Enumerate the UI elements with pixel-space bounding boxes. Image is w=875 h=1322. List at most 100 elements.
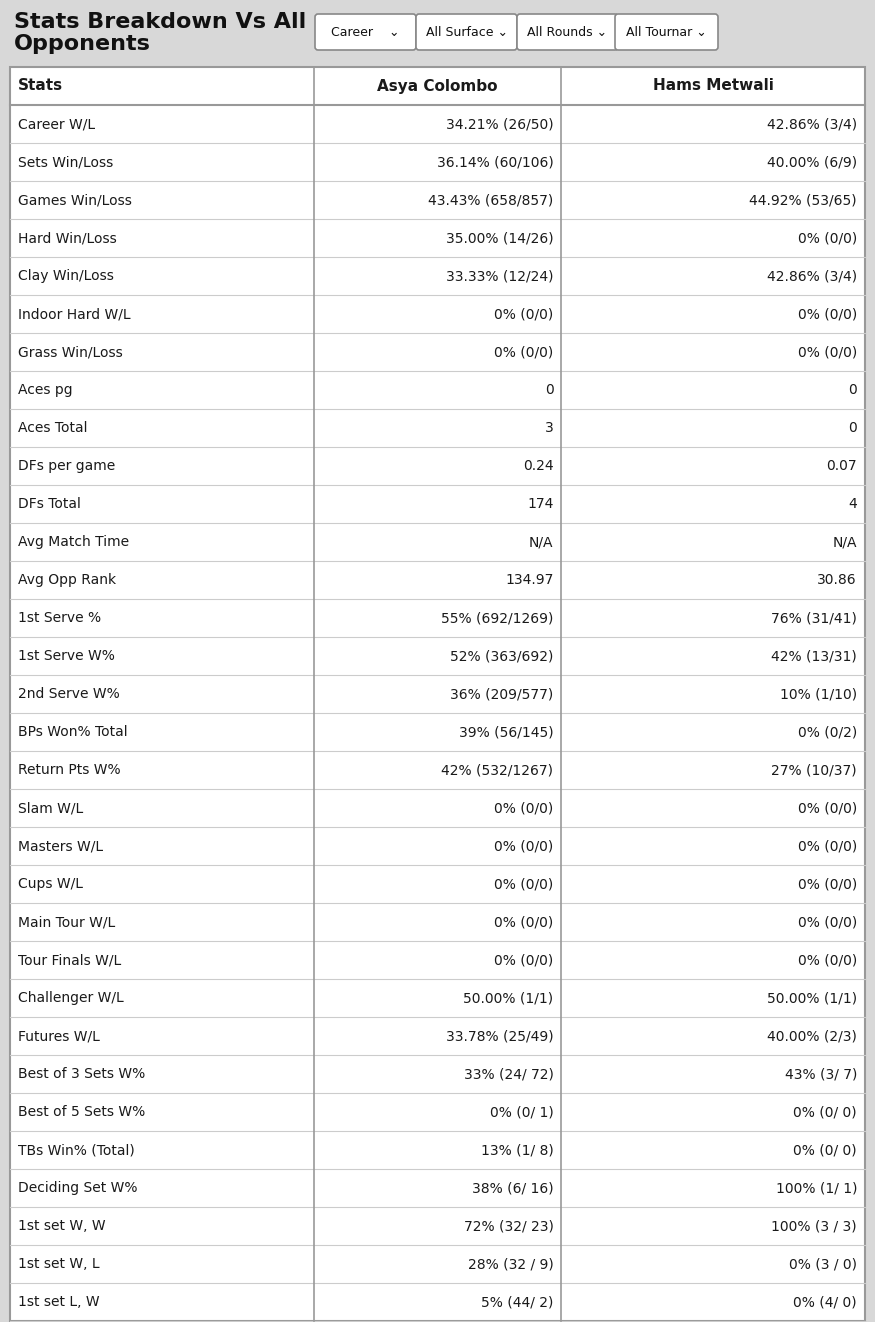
Text: 42.86% (3/4): 42.86% (3/4) (766, 268, 857, 283)
Text: 0% (0/0): 0% (0/0) (494, 839, 554, 853)
Text: 3: 3 (545, 420, 554, 435)
Text: 72% (32/ 23): 72% (32/ 23) (464, 1219, 554, 1233)
Text: 0% (0/0): 0% (0/0) (798, 915, 857, 929)
Text: 0% (0/0): 0% (0/0) (494, 307, 554, 321)
Text: 34.21% (26/50): 34.21% (26/50) (446, 118, 554, 131)
Text: 0% (0/0): 0% (0/0) (798, 801, 857, 814)
Text: 28% (32 / 9): 28% (32 / 9) (468, 1257, 554, 1270)
Text: 50.00% (1/1): 50.00% (1/1) (464, 992, 554, 1005)
Text: 39% (56/145): 39% (56/145) (458, 724, 554, 739)
Text: Aces Total: Aces Total (18, 420, 88, 435)
Text: TBs Win% (Total): TBs Win% (Total) (18, 1144, 135, 1157)
Text: 0% (0/0): 0% (0/0) (798, 307, 857, 321)
Text: All Rounds ⌄: All Rounds ⌄ (528, 25, 607, 38)
FancyBboxPatch shape (615, 15, 718, 50)
Text: Best of 3 Sets W%: Best of 3 Sets W% (18, 1067, 145, 1081)
Text: 0% (3 / 0): 0% (3 / 0) (789, 1257, 857, 1270)
Text: 0% (0/ 0): 0% (0/ 0) (794, 1105, 857, 1118)
FancyBboxPatch shape (416, 15, 517, 50)
Text: Opponents: Opponents (14, 34, 150, 54)
Text: 1st Serve %: 1st Serve % (18, 611, 102, 625)
Text: 1st set W, W: 1st set W, W (18, 1219, 106, 1233)
Text: Deciding Set W%: Deciding Set W% (18, 1181, 137, 1195)
Text: Avg Opp Rank: Avg Opp Rank (18, 572, 116, 587)
Text: Grass Win/Loss: Grass Win/Loss (18, 345, 123, 360)
Text: Hams Metwali: Hams Metwali (653, 78, 774, 94)
Text: 1st set W, L: 1st set W, L (18, 1257, 100, 1270)
Text: 10% (1/10): 10% (1/10) (780, 687, 857, 701)
Text: BPs Won% Total: BPs Won% Total (18, 724, 128, 739)
Text: 100% (3 / 3): 100% (3 / 3) (772, 1219, 857, 1233)
Text: Stats Breakdown Vs All: Stats Breakdown Vs All (14, 12, 306, 32)
Text: 13% (1/ 8): 13% (1/ 8) (480, 1144, 554, 1157)
Text: Slam W/L: Slam W/L (18, 801, 83, 814)
Text: 0.07: 0.07 (826, 459, 857, 473)
Text: 33% (24/ 72): 33% (24/ 72) (464, 1067, 554, 1081)
Text: Avg Match Time: Avg Match Time (18, 535, 130, 549)
Text: 0% (0/0): 0% (0/0) (494, 876, 554, 891)
Text: 174: 174 (527, 497, 554, 512)
Text: Hard Win/Loss: Hard Win/Loss (18, 231, 116, 245)
Text: 0% (0/ 0): 0% (0/ 0) (794, 1144, 857, 1157)
Text: 0: 0 (848, 420, 857, 435)
Text: 0% (0/0): 0% (0/0) (494, 801, 554, 814)
Text: 1st set L, W: 1st set L, W (18, 1296, 100, 1309)
FancyBboxPatch shape (315, 15, 416, 50)
Text: All Surface ⌄: All Surface ⌄ (425, 25, 508, 38)
Text: 0% (0/0): 0% (0/0) (494, 953, 554, 966)
Text: 44.92% (53/65): 44.92% (53/65) (749, 193, 857, 208)
Text: Aces pg: Aces pg (18, 383, 73, 397)
Text: 30.86: 30.86 (817, 572, 857, 587)
Text: 27% (10/37): 27% (10/37) (772, 763, 857, 777)
Text: 0% (0/0): 0% (0/0) (798, 345, 857, 360)
Text: 36% (209/577): 36% (209/577) (451, 687, 554, 701)
Text: 1st Serve W%: 1st Serve W% (18, 649, 115, 664)
Text: 134.97: 134.97 (505, 572, 554, 587)
Text: 76% (31/41): 76% (31/41) (771, 611, 857, 625)
Text: 36.14% (60/106): 36.14% (60/106) (437, 155, 554, 169)
Text: N/A: N/A (529, 535, 554, 549)
Text: N/A: N/A (832, 535, 857, 549)
Text: Futures W/L: Futures W/L (18, 1029, 100, 1043)
Text: Asya Colombo: Asya Colombo (377, 78, 498, 94)
Text: 0% (0/ 1): 0% (0/ 1) (490, 1105, 554, 1118)
Text: Challenger W/L: Challenger W/L (18, 992, 123, 1005)
Text: 42% (532/1267): 42% (532/1267) (442, 763, 554, 777)
Text: 5% (44/ 2): 5% (44/ 2) (481, 1296, 554, 1309)
Text: 0% (0/0): 0% (0/0) (494, 915, 554, 929)
Text: 0% (0/0): 0% (0/0) (494, 345, 554, 360)
Text: 0% (0/0): 0% (0/0) (798, 953, 857, 966)
Text: 40.00% (2/3): 40.00% (2/3) (767, 1029, 857, 1043)
Text: Cups W/L: Cups W/L (18, 876, 83, 891)
Text: Career    ⌄: Career ⌄ (332, 25, 400, 38)
Text: 33.33% (12/24): 33.33% (12/24) (446, 268, 554, 283)
Text: Sets Win/Loss: Sets Win/Loss (18, 155, 113, 169)
Text: 4: 4 (848, 497, 857, 512)
Text: Stats: Stats (18, 78, 63, 94)
Text: 0: 0 (848, 383, 857, 397)
Text: Tour Finals W/L: Tour Finals W/L (18, 953, 122, 966)
Text: Clay Win/Loss: Clay Win/Loss (18, 268, 114, 283)
Text: 0: 0 (545, 383, 554, 397)
Text: 35.00% (14/26): 35.00% (14/26) (446, 231, 554, 245)
Text: 52% (363/692): 52% (363/692) (450, 649, 554, 664)
Text: 43.43% (658/857): 43.43% (658/857) (428, 193, 554, 208)
Text: Games Win/Loss: Games Win/Loss (18, 193, 132, 208)
Text: Return Pts W%: Return Pts W% (18, 763, 121, 777)
Text: 0% (0/0): 0% (0/0) (798, 231, 857, 245)
Text: 0% (0/2): 0% (0/2) (798, 724, 857, 739)
Text: 42.86% (3/4): 42.86% (3/4) (766, 118, 857, 131)
Text: 33.78% (25/49): 33.78% (25/49) (446, 1029, 554, 1043)
Text: 100% (1/ 1): 100% (1/ 1) (775, 1181, 857, 1195)
Text: DFs per game: DFs per game (18, 459, 116, 473)
Text: 0% (4/ 0): 0% (4/ 0) (794, 1296, 857, 1309)
Text: Career W/L: Career W/L (18, 118, 95, 131)
FancyBboxPatch shape (517, 15, 618, 50)
Text: 0% (0/0): 0% (0/0) (798, 839, 857, 853)
Text: 0% (0/0): 0% (0/0) (798, 876, 857, 891)
Text: Indoor Hard W/L: Indoor Hard W/L (18, 307, 130, 321)
Text: Best of 5 Sets W%: Best of 5 Sets W% (18, 1105, 145, 1118)
Text: Main Tour W/L: Main Tour W/L (18, 915, 116, 929)
Text: 40.00% (6/9): 40.00% (6/9) (766, 155, 857, 169)
Text: 43% (3/ 7): 43% (3/ 7) (785, 1067, 857, 1081)
